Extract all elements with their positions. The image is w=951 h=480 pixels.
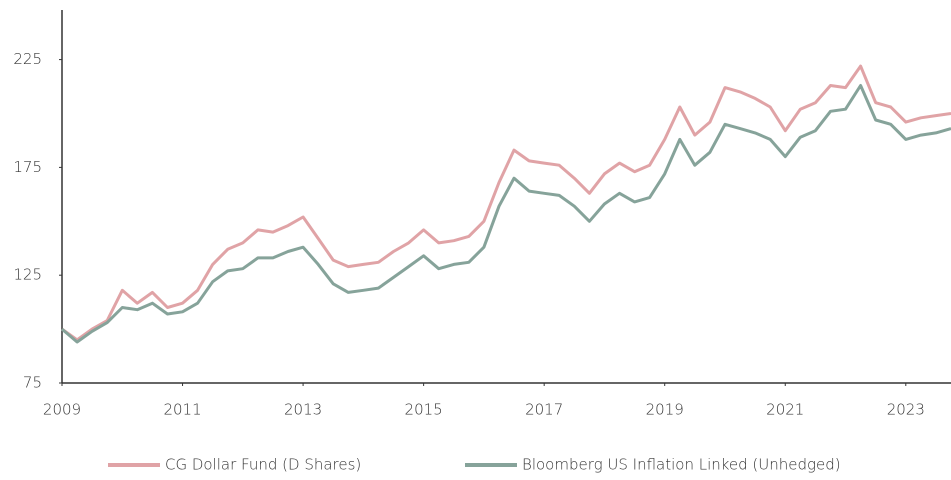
y-tick-label: 75 xyxy=(23,374,42,392)
x-tick-label: 2011 xyxy=(163,401,201,419)
x-tick-label: 2019 xyxy=(646,401,684,419)
x-tick-label: 2023 xyxy=(887,401,925,419)
line-series xyxy=(61,84,951,344)
y-tick-label: 175 xyxy=(13,158,42,176)
x-tick-label: 2021 xyxy=(766,401,804,419)
x-tick-label: 2017 xyxy=(525,401,563,419)
y-tick-label: 125 xyxy=(13,266,42,284)
x-tick-label: 2015 xyxy=(405,401,443,419)
legend-label: Bloomberg US Inflation Linked (Unhedged) xyxy=(522,456,841,474)
x-tick-label: 2009 xyxy=(43,401,81,419)
legend-label: CG Dollar Fund (D Shares) xyxy=(165,456,361,474)
line-series xyxy=(61,64,951,342)
x-tick-label: 2013 xyxy=(284,401,322,419)
y-tick-label: 225 xyxy=(13,50,42,68)
